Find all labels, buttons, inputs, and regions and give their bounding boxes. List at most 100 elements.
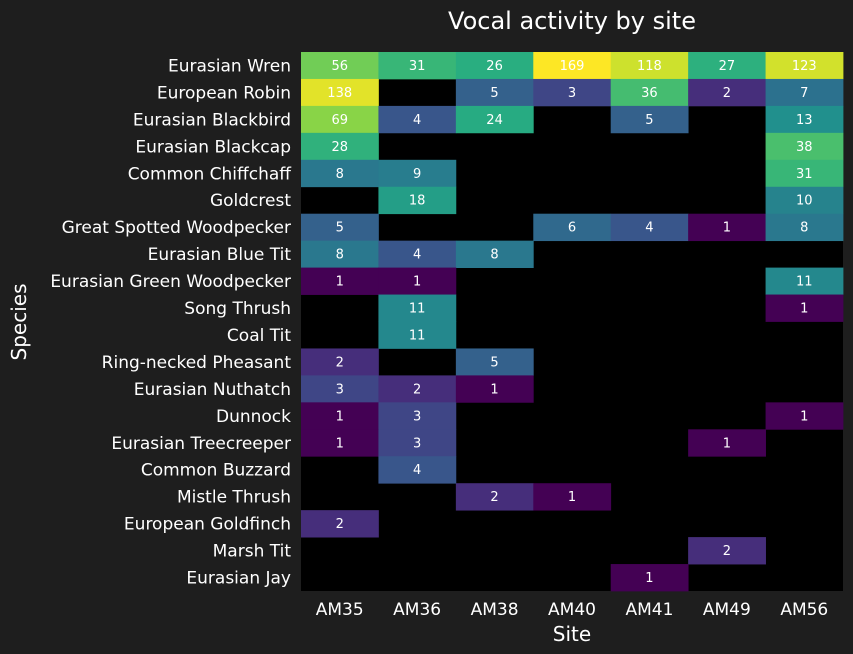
heatmap-cell	[301, 429, 379, 457]
cell-value-label: 10	[796, 194, 813, 209]
cell-value-label: 27	[719, 59, 736, 74]
heatmap-cell	[378, 375, 457, 403]
heatmap-cell	[455, 375, 534, 403]
y-tick-label: Common Buzzard	[141, 461, 291, 481]
heatmap-cell	[455, 240, 534, 268]
heatmap-cell	[765, 213, 844, 242]
cell-value-label: 38	[796, 140, 813, 155]
cell-value-label: 56	[331, 59, 348, 74]
y-tick-labels: Eurasian Wren European Robin Eurasian Blac…	[50, 56, 292, 588]
y-tick-label: Mistle Thrush	[177, 488, 291, 508]
cell-value-label: 1	[723, 436, 731, 451]
x-axis-label: Site	[553, 622, 591, 646]
heatmap-cell	[765, 186, 844, 215]
cell-value-label: 138	[327, 86, 352, 101]
y-tick-label: Coal Tit	[227, 326, 291, 346]
y-tick-label: Great Spotted Woodpecker	[62, 218, 291, 238]
heatmap-cell	[765, 159, 844, 188]
cell-value-label: 123	[792, 59, 817, 74]
heatmap-cell	[455, 78, 534, 107]
cell-value-label: 69	[331, 113, 348, 128]
heatmap-cell	[765, 78, 844, 107]
heatmap-cell	[378, 52, 457, 80]
y-tick-label: Eurasian Blue Tit	[148, 245, 292, 265]
heatmap-cell	[610, 213, 689, 242]
heatmap-cell	[301, 132, 379, 161]
heatmap-cell	[301, 52, 379, 80]
cell-value-label: 1	[568, 490, 576, 505]
cell-value-label: 4	[413, 463, 421, 478]
heatmap-cell	[378, 429, 457, 457]
cell-value-label: 4	[413, 248, 421, 263]
heatmap-cell	[765, 402, 844, 430]
y-tick-label: European Robin	[157, 83, 291, 103]
cell-value-label: 3	[413, 436, 421, 451]
cell-value-label: 28	[331, 140, 348, 155]
x-tick-label: AM38	[471, 600, 519, 620]
y-tick-label: Goldcrest	[210, 191, 291, 211]
heatmap-cell	[301, 348, 379, 376]
y-tick-label: Eurasian Wren	[168, 56, 291, 76]
chart-title: Vocal activity by site	[448, 7, 696, 35]
y-tick-label: Eurasian Nuthatch	[134, 380, 291, 400]
heatmap-cell	[301, 375, 379, 403]
heatmap-cell	[378, 456, 457, 484]
heatmap-cell	[378, 267, 457, 295]
heatmap-cell	[688, 537, 766, 565]
cell-value-label: 1	[336, 275, 344, 290]
heatmap-cell	[688, 52, 766, 80]
cell-value-label: 1	[800, 409, 808, 424]
x-tick-label: AM41	[625, 600, 673, 620]
x-tick-label: AM36	[393, 600, 441, 620]
heatmap-cell	[378, 105, 457, 134]
cell-value-label: 11	[796, 275, 813, 290]
cell-value-label: 2	[723, 86, 731, 101]
cell-value-label: 2	[723, 544, 731, 559]
cell-value-label: 1	[413, 275, 421, 290]
cell-value-label: 5	[490, 86, 498, 101]
cell-value-label: 8	[490, 248, 498, 263]
cell-value-label: 3	[336, 382, 344, 397]
cell-value-label: 9	[413, 167, 421, 182]
heatmap-cell	[610, 105, 689, 134]
cell-value-label: 1	[723, 221, 731, 236]
heatmap-cell	[610, 564, 689, 592]
heatmap-cell	[765, 267, 844, 295]
y-tick-label: European Goldfinch	[124, 515, 291, 535]
cell-value-label: 2	[336, 517, 344, 532]
cell-value-label: 3	[568, 86, 576, 101]
heatmap-cell	[688, 78, 766, 107]
heatmap-cell	[301, 510, 379, 538]
cell-value-label: 5	[490, 355, 498, 370]
heatmap-cell	[533, 52, 612, 80]
cell-value-label: 118	[637, 59, 662, 74]
y-tick-label: Ring-necked Pheasant	[102, 353, 292, 373]
cell-value-label: 8	[336, 167, 344, 182]
cell-value-label: 26	[486, 59, 503, 74]
y-tick-label: Dunnock	[216, 407, 291, 427]
cell-value-label: 1	[645, 571, 653, 586]
x-tick-label: AM56	[780, 600, 828, 620]
y-tick-label: Eurasian Blackcap	[135, 137, 291, 157]
cell-value-label: 1	[800, 302, 808, 317]
heatmap-cell	[301, 213, 379, 242]
heatmap-cell	[301, 159, 379, 188]
heatmap-cell	[301, 402, 379, 430]
cell-value-label: 31	[409, 59, 426, 74]
cell-value-label: 11	[409, 302, 426, 317]
cell-value-label: 5	[645, 113, 653, 128]
heatmap-cell	[533, 78, 612, 107]
cell-value-label: 1	[490, 382, 498, 397]
heatmap-cell	[610, 78, 689, 107]
y-tick-label: Marsh Tit	[213, 542, 292, 562]
heatmap-cell	[301, 78, 379, 107]
cell-value-label: 169	[560, 59, 585, 74]
cell-value-label: 4	[645, 221, 653, 236]
heatmap-cell	[455, 105, 534, 134]
cell-value-label: 2	[336, 355, 344, 370]
cell-value-label: 8	[336, 248, 344, 263]
heatmap-cell	[378, 294, 457, 322]
y-tick-label: Eurasian Treecreeper	[111, 434, 291, 454]
heatmap-cell	[765, 52, 844, 80]
cell-value-label: 31	[796, 167, 813, 182]
